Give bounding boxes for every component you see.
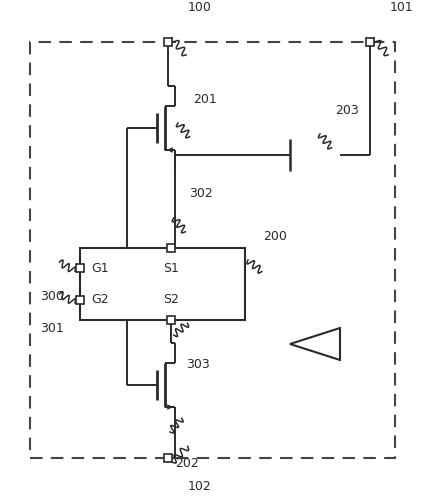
Text: 200: 200: [263, 230, 287, 243]
Text: 201: 201: [193, 93, 217, 106]
Bar: [164, 454, 172, 462]
Text: G2: G2: [91, 293, 109, 306]
Bar: [366, 38, 374, 46]
Text: 202: 202: [175, 457, 199, 470]
Bar: [80, 248, 245, 320]
Bar: [167, 244, 175, 252]
Bar: [30, 42, 395, 458]
Text: 301: 301: [40, 322, 64, 335]
Text: 100: 100: [188, 1, 212, 14]
Text: 302: 302: [189, 187, 213, 200]
Bar: [76, 264, 84, 272]
Text: 101: 101: [390, 1, 414, 14]
Bar: [76, 296, 84, 304]
Text: G1: G1: [91, 261, 109, 274]
Bar: [164, 38, 172, 46]
Polygon shape: [290, 328, 340, 360]
Text: S1: S1: [163, 261, 179, 274]
Text: 303: 303: [186, 358, 209, 371]
Text: 300: 300: [40, 290, 64, 303]
Bar: [167, 316, 175, 324]
Text: 102: 102: [188, 480, 212, 493]
Text: 203: 203: [335, 104, 359, 117]
Text: S2: S2: [163, 293, 179, 306]
